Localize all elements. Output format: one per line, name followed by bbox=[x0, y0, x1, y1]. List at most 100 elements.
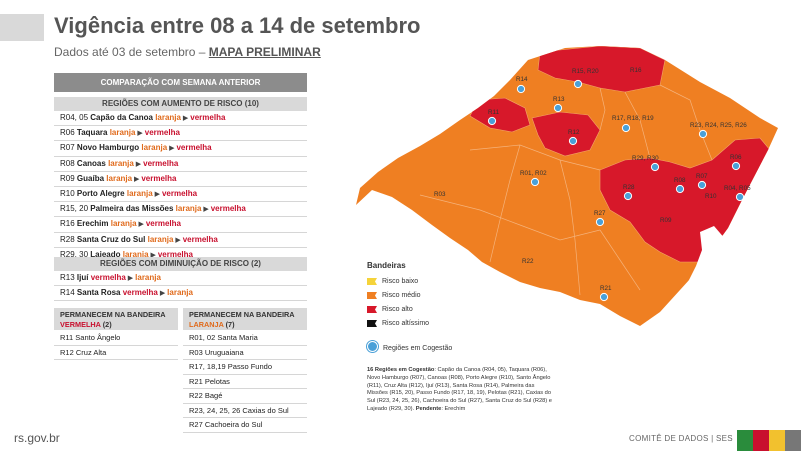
stay-orange-header-color: LARANJA bbox=[189, 320, 224, 329]
arrow-right-icon: ▶ bbox=[152, 190, 162, 198]
region-place: Caxias do Sul bbox=[242, 405, 289, 415]
congestion-markers bbox=[487, 79, 745, 302]
map-label-r03: R03 bbox=[434, 191, 446, 198]
map-label-r29-r30: R29, R30 bbox=[632, 155, 659, 162]
region-place: Palmeira das Missões bbox=[90, 204, 174, 214]
to-flag: vermelha bbox=[143, 158, 179, 168]
from-flag: laranja bbox=[106, 173, 133, 183]
region-place: Passo Fundo bbox=[227, 362, 272, 371]
region-place: Porto Alegre bbox=[76, 188, 125, 198]
change-row: R08 Canoas laranja ▶ vermelha bbox=[54, 157, 307, 172]
region-code: R06 bbox=[60, 128, 75, 138]
flag-icon bbox=[367, 292, 377, 299]
arrow-right-icon: ▶ bbox=[201, 206, 211, 214]
region-place: Capão da Canoa bbox=[90, 113, 153, 122]
region-place: Canoas bbox=[76, 158, 106, 168]
change-row: R14 Santa Rosa vermelha ▶ laranja bbox=[54, 286, 307, 302]
congestion-marker-icon bbox=[735, 192, 745, 202]
congestion-marker-icon bbox=[516, 84, 526, 94]
footer-color-stripe bbox=[753, 430, 769, 451]
legend-title: Bandeiras bbox=[367, 261, 406, 270]
from-flag: laranja bbox=[141, 143, 168, 153]
committee-credit: COMITÊ DE DADOS | SES bbox=[629, 434, 733, 443]
region-code: R27 bbox=[189, 420, 203, 429]
stay-row: R01, 02 Santa Maria bbox=[183, 331, 307, 346]
stay-orange-header: PERMANECEM NA BANDEIRA LARANJA (7) bbox=[183, 308, 307, 330]
map-label-r10: R10 bbox=[705, 193, 717, 200]
stay-row: R23, 24, 25, 26 Caxias do Sul bbox=[183, 404, 307, 418]
flag-icon bbox=[367, 278, 377, 285]
congestion-marker-icon bbox=[623, 191, 633, 201]
legend-item-label: Risco alto bbox=[382, 306, 413, 313]
region-place: Pelotas bbox=[204, 376, 230, 386]
legend-item: Risco alto bbox=[367, 303, 547, 317]
stay-red-list: R11 Santo Ângelo R12 Cruz Alta bbox=[54, 331, 178, 360]
map-label-r13: R13 bbox=[553, 96, 565, 103]
arrow-right-icon: ▶ bbox=[132, 175, 142, 183]
map-label-r12: R12 bbox=[568, 129, 580, 136]
from-flag: laranja bbox=[155, 113, 181, 122]
map-label-r08: R08 bbox=[674, 177, 686, 184]
region-code: R11 bbox=[60, 333, 74, 342]
congestion-marker-icon bbox=[650, 162, 660, 172]
region-code: R12 bbox=[60, 347, 74, 357]
stay-row: R03 Uruguaiana bbox=[183, 346, 307, 360]
congestion-marker-icon bbox=[621, 123, 631, 133]
arrow-right-icon: ▶ bbox=[148, 251, 158, 259]
region-place: Taquara bbox=[76, 128, 108, 138]
map-label-r27: R27 bbox=[594, 210, 606, 217]
congestion-marker-icon bbox=[553, 103, 563, 113]
to-flag: laranja bbox=[135, 273, 161, 282]
subtitle-date: Dados até 03 de setembro – bbox=[54, 45, 209, 59]
map-label-r22: R22 bbox=[522, 258, 534, 265]
from-flag: laranja bbox=[126, 188, 153, 198]
change-row: R15, 20 Palmeira das Missões laranja ▶ v… bbox=[54, 202, 307, 218]
region-code: R04, 05 bbox=[60, 113, 89, 122]
decrease-list: R13 Ijuí vermelha ▶ laranja R14 Santa Ros… bbox=[54, 271, 307, 302]
footer-color-stripe bbox=[785, 430, 801, 451]
legend-item-label: Risco baixo bbox=[382, 278, 419, 285]
preliminary-map-link[interactable]: MAPA PRELIMINAR bbox=[208, 45, 321, 59]
arrow-right-icon: ▶ bbox=[125, 275, 136, 282]
page-subtitle: Dados até 03 de setembro – MAPA PRELIMIN… bbox=[54, 45, 321, 59]
arrow-right-icon: ▶ bbox=[173, 236, 183, 244]
congestion-marker-icon bbox=[675, 184, 685, 194]
region-code: R28 bbox=[60, 234, 75, 244]
legend-item: Risco médio bbox=[367, 289, 547, 303]
congestion-marker-icon bbox=[568, 136, 578, 146]
change-row: R09 Guaíba laranja ▶ vermelha bbox=[54, 172, 307, 187]
comparison-header: COMPARAÇÃO COM SEMANA ANTERIOR bbox=[54, 73, 307, 92]
region-r11 bbox=[469, 97, 531, 133]
region-code: R09 bbox=[60, 173, 75, 183]
congestion-marker-icon bbox=[698, 129, 708, 139]
region-r12 bbox=[531, 111, 601, 157]
flag-icon bbox=[367, 306, 377, 313]
flag-icon bbox=[367, 320, 377, 327]
change-row: R10 Porto Alegre laranja ▶ vermelha bbox=[54, 187, 307, 203]
legend-congestion-label: Regiões em Cogestão bbox=[383, 345, 453, 352]
map-label-r04-r05: R04, R05 bbox=[724, 185, 751, 192]
stay-orange-list: R01, 02 Santa Maria R03 Uruguaiana R17, 18… bbox=[183, 331, 307, 433]
note-pending-label: Pendente bbox=[415, 405, 442, 412]
to-flag: vermelha bbox=[145, 219, 181, 229]
note-body: : Capão da Canoa (R04, 05), Taquara (R06… bbox=[367, 367, 552, 412]
congestion-note: 16 Regiões em Cogestão: Capão da Canoa (… bbox=[367, 367, 552, 414]
site-url[interactable]: rs.gov.br bbox=[14, 431, 60, 445]
map-legend: Bandeiras Risco baixo Risco médio Risco al… bbox=[367, 261, 547, 331]
legend-item: Risco baixo bbox=[367, 275, 547, 289]
change-row: R13 Ijuí vermelha ▶ laranja bbox=[54, 271, 307, 287]
congestion-marker-icon bbox=[367, 341, 378, 352]
stay-row: R11 Santo Ângelo bbox=[54, 331, 178, 346]
stay-orange-header-prefix: PERMANECEM NA BANDEIRA bbox=[189, 310, 295, 319]
map-label-r06: R06 bbox=[730, 154, 742, 161]
congestion-marker-icon bbox=[599, 292, 609, 302]
from-flag: laranja bbox=[175, 204, 202, 214]
stay-row: R27 Cachoeira do Sul bbox=[183, 418, 307, 433]
change-row: R06 Taquara laranja ▶ vermelha bbox=[54, 126, 307, 142]
region-code: R01, 02 bbox=[189, 333, 216, 342]
footer-color-stripe bbox=[737, 430, 753, 451]
region-code: R13 bbox=[60, 273, 75, 282]
to-flag: vermelha bbox=[182, 234, 218, 244]
region-place: Santo Ângelo bbox=[75, 333, 121, 342]
map-label-r07: R07 bbox=[696, 173, 708, 180]
